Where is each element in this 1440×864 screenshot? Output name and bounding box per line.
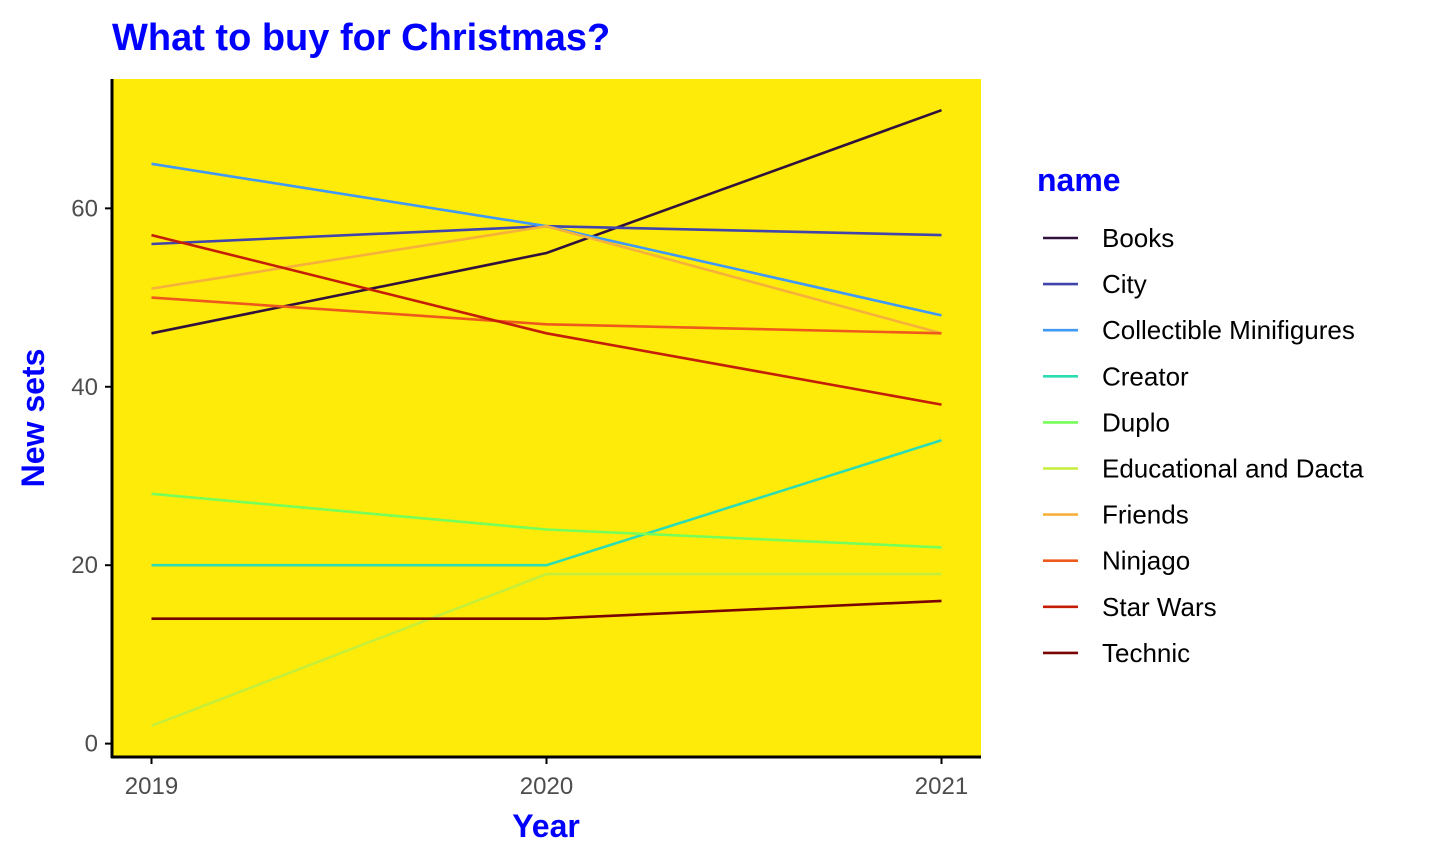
x-tick-label: 2020: [520, 773, 573, 800]
series-line-creator: [151, 439, 942, 567]
series-line-duplo: [151, 492, 942, 549]
x-axis-title: Year: [512, 808, 580, 844]
legend-label: Educational and Dacta: [1102, 454, 1364, 484]
legend-item: Books: [1043, 223, 1174, 253]
chart-title: What to buy for Christmas?: [112, 17, 610, 59]
legend-label: Duplo: [1102, 407, 1170, 437]
legend-label: Books: [1102, 223, 1174, 253]
y-tick-label: 20: [71, 552, 98, 579]
legend-item: Creator: [1043, 361, 1189, 391]
x-tick-label: 2019: [125, 773, 178, 800]
legend-label: Creator: [1102, 361, 1189, 391]
y-tick-label: 40: [71, 374, 98, 401]
series-lines: [151, 108, 942, 728]
legend-item: Duplo: [1043, 407, 1170, 437]
legend-items: Books City Collectible Minifigures Creator D…: [1043, 223, 1364, 668]
legend-label: Friends: [1102, 500, 1189, 530]
legend: name Books City Collectible Minifigures Cre…: [1037, 162, 1364, 668]
legend-item: Friends: [1043, 500, 1189, 530]
plot-panel: [112, 79, 981, 757]
y-tick-label: 60: [71, 195, 98, 222]
legend-label: Collectible Minifigures: [1102, 315, 1355, 345]
legend-label: Star Wars: [1102, 592, 1217, 622]
legend-item: Educational and Dacta: [1043, 454, 1364, 484]
legend-label: Ninjago: [1102, 546, 1190, 576]
legend-item: Ninjago: [1043, 546, 1190, 576]
legend-title: name: [1037, 162, 1121, 198]
legend-label: Technic: [1102, 638, 1190, 668]
legend-item: Technic: [1043, 638, 1190, 668]
series-line-technic: [151, 599, 942, 621]
y-axis-title: New sets: [15, 349, 51, 488]
series-line-educational-and-dacta: [151, 572, 942, 728]
legend-item: City: [1043, 269, 1147, 299]
series-line-ninjago: [151, 296, 942, 335]
legend-label: City: [1102, 269, 1147, 299]
legend-item: Collectible Minifigures: [1043, 315, 1355, 345]
y-tick-label: 0: [85, 731, 98, 758]
legend-item: Star Wars: [1043, 592, 1217, 622]
axes: 0 20 40 60 2019 2020 2021: [71, 79, 981, 800]
x-tick-label: 2021: [915, 773, 968, 800]
series-line-star-wars: [151, 233, 942, 406]
